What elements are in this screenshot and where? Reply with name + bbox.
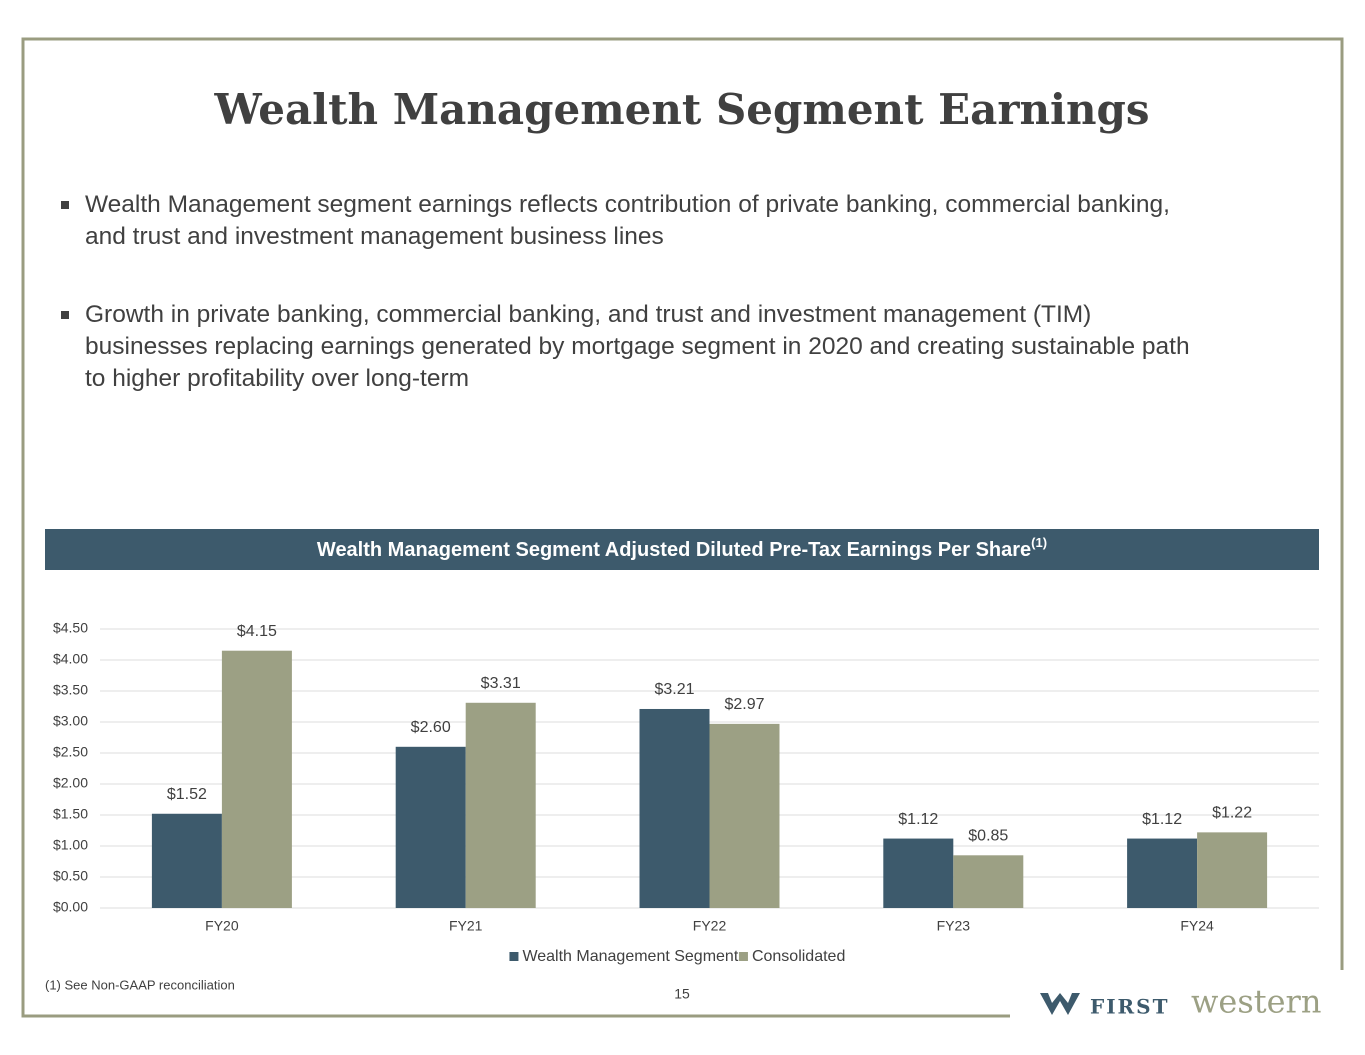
bar — [151, 813, 222, 908]
value-label: $3.31 — [481, 675, 521, 692]
bar — [221, 650, 292, 908]
frame — [21, 37, 1344, 1018]
bar — [709, 723, 780, 908]
y-tick-label: $1.00 — [53, 837, 88, 853]
slide-title: Wealth Management Segment Earnings — [214, 85, 1150, 134]
bullet-marker — [61, 201, 69, 209]
logo-second: western — [1191, 983, 1321, 1021]
bar — [639, 708, 710, 908]
legend-swatch — [509, 952, 519, 961]
y-tick-label: $4.50 — [53, 620, 88, 636]
value-label: $4.15 — [237, 623, 277, 640]
logo-first: FIRST — [1090, 995, 1170, 1019]
value-label: $1.52 — [167, 786, 207, 803]
x-tick-label: FY24 — [1180, 918, 1214, 934]
legend-label: Consolidated — [752, 948, 845, 965]
legend-label: Wealth Management Segment — [522, 948, 738, 965]
x-tick-label: FY22 — [693, 918, 727, 934]
logo-icon — [1040, 993, 1080, 1015]
y-tick-label: $2.50 — [53, 744, 88, 760]
x-tick-label: FY21 — [449, 918, 483, 934]
y-tick-label: $1.50 — [53, 806, 88, 822]
chart-title-note: (1) — [1031, 535, 1047, 550]
x-tick-label: FY20 — [205, 918, 239, 934]
y-tick-label: $0.50 — [53, 868, 88, 884]
y-tick-label: $2.00 — [53, 775, 88, 791]
bullet: Growth in private banking, commercial ba… — [85, 301, 1190, 392]
value-label: $2.60 — [411, 719, 451, 736]
bar — [1197, 832, 1268, 908]
value-label: $1.12 — [898, 811, 938, 828]
y-tick-label: $4.00 — [53, 651, 88, 667]
y-tick-label: $0.00 — [53, 899, 88, 915]
logo: FIRST western — [1040, 983, 1321, 1021]
chart-title: Wealth Management Segment Adjusted Dilut… — [317, 535, 1047, 561]
value-label: $0.85 — [968, 828, 1008, 845]
chart-header — [45, 529, 1319, 570]
bar — [953, 855, 1024, 908]
bar — [395, 746, 466, 908]
bar — [1127, 838, 1198, 908]
bullet: Wealth Management segment earnings refle… — [85, 191, 1170, 250]
chart-title-text: Wealth Management Segment Adjusted Dilut… — [317, 539, 1031, 561]
page-number: 15 — [674, 986, 690, 1002]
bar — [883, 838, 954, 908]
bar — [465, 702, 536, 908]
legend-swatch — [738, 952, 748, 961]
value-label: $2.97 — [724, 696, 764, 713]
value-label: $3.21 — [654, 681, 694, 698]
value-label: $1.22 — [1212, 805, 1252, 822]
value-label: $1.12 — [1142, 811, 1182, 828]
y-tick-label: $3.50 — [53, 682, 88, 698]
bullet-marker — [61, 311, 69, 319]
x-tick-label: FY23 — [937, 918, 971, 934]
y-tick-label: $3.00 — [53, 713, 88, 729]
footnote: (1) See Non-GAAP reconciliation — [45, 977, 235, 992]
